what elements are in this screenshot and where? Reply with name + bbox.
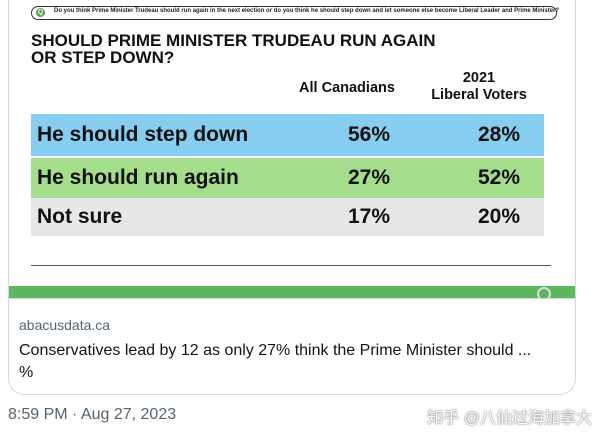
column-header-year: 2021: [462, 70, 496, 86]
column-header-liberal-voters: 2021 Liberal Voters: [409, 70, 549, 104]
circle-icon: [537, 287, 551, 298]
row-label: Not sure: [37, 205, 123, 228]
question-bar: Q Do you think Prime Minister Trudeau sh…: [31, 6, 560, 20]
value-all-canadians: 56%: [347, 123, 391, 146]
link-domain[interactable]: abacusdata.ca: [19, 317, 111, 333]
poll-title: SHOULD PRIME MINISTER TRUDEAU RUN AGAIN …: [31, 32, 491, 66]
link-description-line1: Conservatives lead by 12 as only 27% thi…: [19, 342, 532, 359]
question-text: Do you think Prime Minister Trudeau shou…: [54, 8, 560, 14]
link-meta[interactable]: abacusdata.ca Conservatives lead by 12 a…: [9, 298, 575, 394]
post-timestamp[interactable]: 8:59 PM · Aug 27, 2023: [8, 406, 177, 423]
row-label: He should run again: [37, 166, 239, 189]
value-all-canadians: 17%: [347, 205, 391, 228]
info-icon: Q: [36, 8, 45, 17]
poll-title-line2: OR STEP DOWN?: [31, 48, 175, 67]
table-row: Not sure 17% 20%: [31, 198, 544, 236]
link-description-line2: %: [19, 364, 34, 381]
column-header-all-canadians: All Canadians: [299, 80, 395, 96]
table-row: He should run again 27% 52%: [31, 158, 544, 198]
green-footer-bar: [9, 286, 575, 298]
poll-image[interactable]: Q Do you think Prime Minister Trudeau sh…: [9, 0, 575, 298]
link-card[interactable]: Q Do you think Prime Minister Trudeau sh…: [8, 0, 576, 395]
table-row: He should step down 56% 28%: [31, 114, 544, 156]
column-header-liberal: Liberal Voters: [431, 87, 527, 103]
value-all-canadians: 27%: [347, 166, 391, 189]
value-liberal-voters: 20%: [477, 205, 521, 228]
divider: [31, 265, 551, 266]
row-label: He should step down: [37, 123, 249, 146]
link-description[interactable]: Conservatives lead by 12 as only 27% thi…: [19, 340, 559, 384]
value-liberal-voters: 52%: [477, 166, 521, 189]
value-liberal-voters: 28%: [477, 123, 521, 146]
watermark: 知乎 @八仙过海加拿大: [427, 410, 592, 427]
poll-title-line1: SHOULD PRIME MINISTER TRUDEAU RUN AGAIN: [31, 31, 436, 50]
